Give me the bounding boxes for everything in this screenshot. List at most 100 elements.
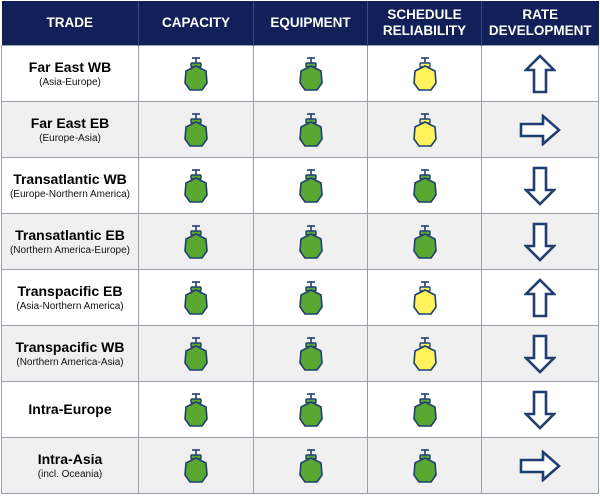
trade-subtitle: (Europe-Northern America) (9, 188, 131, 200)
equipment-cell (253, 157, 368, 214)
ship-icon-yellow (412, 280, 437, 315)
ship-icon-green (298, 280, 323, 315)
trade-name: Transatlantic EB (15, 226, 125, 243)
equipment-cell (253, 45, 368, 102)
trade-name: Intra-Europe (28, 401, 112, 417)
equipment-cell (253, 269, 368, 326)
ship-icon-green (298, 224, 323, 259)
trade-row: Far East WB (Asia-Europe) (1, 45, 599, 102)
header-capacity-label: CAPACITY (161, 15, 230, 30)
ship-icon-green (412, 168, 437, 203)
header-capacity: CAPACITY (138, 1, 254, 46)
ship-icon-green (298, 448, 323, 483)
ship-icon-yellow (412, 56, 437, 91)
header-rate-label-line2: DEVELOPMENT (488, 23, 592, 38)
trade-row: Intra-Asia (incl. Oceania) (1, 437, 599, 494)
header-equipment: EQUIPMENT (253, 1, 368, 46)
ship-icon-green (184, 448, 208, 483)
schedule-reliability-cell (367, 157, 482, 214)
ship-icon-green (184, 56, 208, 91)
equipment-cell (253, 101, 368, 158)
rate-development-cell (481, 381, 599, 438)
schedule-reliability-cell (367, 381, 482, 438)
ship-icon-green (412, 448, 437, 483)
header-schedule-label-line2: RELIABILITY (382, 23, 467, 38)
schedule-reliability-cell (367, 437, 482, 494)
capacity-cell (138, 101, 254, 158)
trade-row: Transpacific EB (Asia-Northern America) (1, 269, 599, 326)
ship-icon-green (298, 56, 323, 91)
trade-subtitle: (Europe-Asia) (39, 132, 101, 144)
ship-icon-green (412, 224, 437, 259)
schedule-reliability-cell (367, 269, 482, 326)
header-rate-development: RATE DEVELOPMENT (481, 1, 599, 46)
trade-name: Intra-Asia (37, 450, 103, 467)
ship-icon-green (184, 112, 208, 147)
equipment-cell (253, 325, 368, 382)
equipment-cell (253, 381, 368, 438)
table-body: Far East WB (Asia-Europe) Far East EB (Euro… (1, 45, 599, 494)
rate-development-cell (481, 157, 599, 214)
trade-subtitle: (Northern America-Asia) (16, 356, 124, 368)
arrow-down-icon (524, 166, 556, 206)
trade-cell: Intra-Europe (1, 381, 139, 438)
capacity-cell (138, 157, 254, 214)
ship-icon-green (412, 392, 437, 427)
header-equipment-label: EQUIPMENT (270, 15, 351, 30)
capacity-cell (138, 213, 254, 270)
trade-name: Far East WB (28, 58, 112, 75)
rate-development-cell (481, 213, 599, 270)
arrow-down-icon (524, 222, 556, 262)
ship-icon-green (184, 280, 208, 315)
ship-icon-green (298, 392, 323, 427)
trade-row: Transpacific WB (Northern America-Asia) (1, 325, 599, 382)
rate-development-cell (481, 437, 599, 494)
table-header: TRADE CAPACITY EQUIPMENT SCHEDULE RELIAB… (1, 1, 599, 46)
header-schedule-label-line1: SCHEDULE (387, 7, 462, 22)
rate-development-cell (481, 269, 599, 326)
trade-row: Transatlantic EB (Northern America-Europe… (1, 213, 599, 270)
equipment-cell (253, 437, 368, 494)
arrow-up-icon (524, 277, 556, 317)
trade-cell: Far East WB (Asia-Europe) (1, 45, 139, 102)
capacity-cell (138, 325, 254, 382)
trade-name: Far East EB (30, 114, 110, 131)
schedule-reliability-cell (367, 325, 482, 382)
header-trade-label: TRADE (46, 15, 94, 30)
rate-development-cell (481, 45, 599, 102)
arrow-right-icon (519, 113, 561, 146)
ship-icon-yellow (412, 336, 437, 371)
rate-development-cell (481, 325, 599, 382)
capacity-cell (138, 269, 254, 326)
trade-name: Transpacific WB (15, 338, 125, 355)
ship-icon-green (184, 336, 208, 371)
schedule-reliability-cell (367, 213, 482, 270)
ship-icon-green (298, 336, 323, 371)
trade-cell: Far East EB (Europe-Asia) (1, 101, 139, 158)
trade-subtitle: (Asia-Northern America) (16, 300, 124, 312)
trade-cell: Transatlantic EB (Northern America-Europe… (1, 213, 139, 270)
trade-cell: Intra-Asia (incl. Oceania) (1, 437, 139, 494)
rate-development-cell (481, 101, 599, 158)
capacity-cell (138, 45, 254, 102)
header-trade: TRADE (1, 1, 139, 46)
ship-icon-green (184, 168, 208, 203)
trade-cell: Transpacific WB (Northern America-Asia) (1, 325, 139, 382)
trade-row: Far East EB (Europe-Asia) (1, 101, 599, 158)
trade-name: Transpacific EB (17, 282, 123, 299)
trade-subtitle: (Northern America-Europe) (9, 244, 131, 256)
ship-icon-green (298, 112, 323, 147)
arrow-down-icon (524, 390, 556, 430)
header-rate-label-line1: RATE (522, 7, 559, 22)
schedule-reliability-cell (367, 101, 482, 158)
capacity-cell (138, 381, 254, 438)
trade-row: Intra-Europe (1, 381, 599, 438)
ship-icon-green (298, 168, 323, 203)
trade-cell: Transatlantic WB (Europe-Northern America… (1, 157, 139, 214)
schedule-reliability-cell (367, 45, 482, 102)
capacity-cell (138, 437, 254, 494)
trade-row: Transatlantic WB (Europe-Northern America… (1, 157, 599, 214)
arrow-right-icon (519, 449, 561, 482)
